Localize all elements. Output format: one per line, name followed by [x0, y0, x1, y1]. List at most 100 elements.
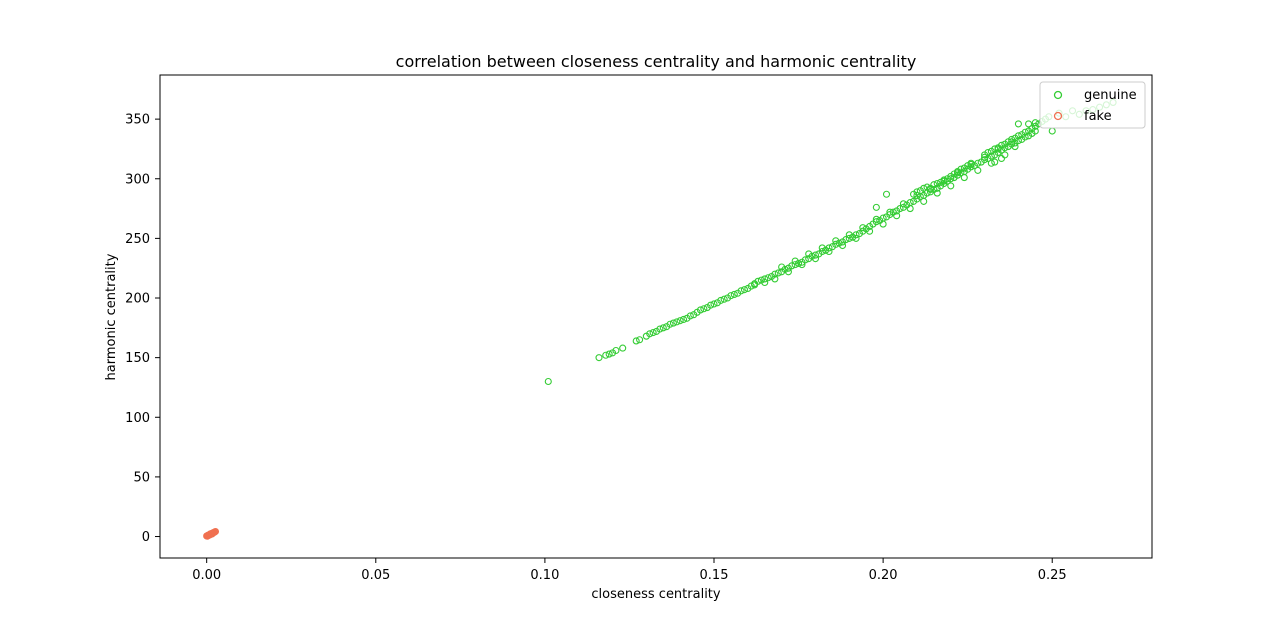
genuine-point-159: [937, 178, 945, 186]
genuine-point-55: [832, 240, 840, 248]
fake-point-19: [208, 530, 216, 538]
genuine-point-208: [720, 295, 728, 303]
genuine-point-158: [933, 179, 941, 188]
genuine-point-61: [852, 231, 860, 239]
genuine-point-142: [899, 200, 907, 208]
legend-marker-genuine: [1053, 90, 1063, 100]
x-tick-label-0: 0.00: [192, 568, 221, 583]
genuine-point-116: [784, 268, 792, 276]
genuine-point-210: [740, 286, 748, 294]
genuine-point-143: [913, 191, 921, 199]
x-axis: 0.00 0.05 0.10 0.15 0.20 0.25: [192, 558, 1067, 583]
genuine-point-176: [997, 141, 1006, 149]
genuine-point-131: [987, 159, 995, 167]
genuine-point-215: [700, 305, 708, 313]
genuine-point-123: [879, 220, 887, 228]
genuine-point-16: [676, 317, 684, 325]
genuine-point-7: [632, 337, 640, 345]
genuine-point-124: [893, 212, 901, 220]
genuine-point-20: [696, 306, 705, 314]
genuine-point-59: [845, 234, 853, 242]
genuine-point-165: [957, 165, 965, 173]
genuine-point-135: [805, 250, 813, 258]
genuine-point-43: [791, 261, 799, 269]
y-tick-label-1: 50: [133, 470, 150, 485]
genuine-point-53: [825, 244, 833, 252]
plot-area: [159, 74, 1153, 559]
legend-label-genuine: genuine: [1084, 88, 1137, 103]
fake-series: [203, 527, 220, 540]
y-axis-label: harmonic centrality: [104, 253, 119, 380]
genuine-point-49: [811, 251, 820, 259]
genuine-series: [544, 98, 1117, 386]
genuine-point-129: [960, 174, 968, 182]
genuine-point-139: [859, 224, 867, 232]
genuine-point-214: [690, 311, 698, 319]
genuine-point-115: [771, 275, 779, 283]
genuine-point-170: [882, 190, 891, 198]
genuine-point-181: [1014, 132, 1022, 140]
x-tick-label-2: 0.10: [530, 568, 559, 583]
genuine-point-140: [872, 215, 880, 223]
genuine-point-10: [646, 330, 654, 338]
genuine-point-14: [666, 320, 674, 328]
genuine-point-203: [1031, 119, 1039, 127]
genuine-point-127: [933, 189, 941, 197]
genuine-point-92: [957, 169, 965, 177]
genuine-point-207: [710, 300, 718, 308]
genuine-point-125: [906, 205, 914, 213]
genuine-point-172: [984, 148, 992, 157]
genuine-point-8: [636, 336, 644, 344]
y-tick-label-3: 150: [125, 351, 150, 366]
genuine-point-15: [673, 318, 681, 326]
genuine-point-18: [686, 312, 694, 320]
legend-label-fake: fake: [1084, 109, 1112, 124]
genuine-point-213: [680, 315, 688, 324]
genuine-point-26: [727, 292, 735, 300]
genuine-point-130: [974, 166, 982, 174]
genuine-point-128: [947, 182, 955, 190]
genuine-point-138: [845, 231, 853, 239]
genuine-point-133: [778, 263, 786, 271]
genuine-point-156: [926, 185, 935, 194]
x-tick-label-1: 0.05: [361, 568, 390, 583]
genuine-point-209: [730, 290, 738, 298]
genuine-point-201: [1014, 120, 1022, 128]
genuine-point-6: [619, 344, 627, 352]
chart-title: correlation between closeness centrality…: [396, 52, 917, 71]
genuine-point-118: [811, 255, 820, 263]
genuine-point-183: [1021, 128, 1029, 136]
genuine-point-89: [947, 175, 955, 183]
genuine-point-169: [872, 203, 880, 211]
genuine-point-179: [1008, 135, 1016, 143]
genuine-point-46: [801, 256, 809, 264]
genuine-point-117: [798, 261, 806, 269]
genuine-point-212: [761, 278, 769, 287]
genuine-point-217: [669, 319, 677, 327]
genuine-point-204: [1011, 143, 1019, 151]
y-tick-label-6: 300: [125, 172, 150, 187]
genuine-point-42: [788, 262, 796, 270]
genuine-point-95: [967, 163, 975, 171]
x-tick-label-5: 0.25: [1038, 568, 1067, 583]
y-tick-label-4: 200: [125, 292, 150, 307]
genuine-point-174: [991, 145, 999, 153]
y-tick-label-5: 250: [125, 232, 150, 247]
genuine-point-2: [602, 351, 610, 359]
genuine-point-28: [737, 287, 745, 295]
genuine-point-12: [656, 325, 664, 333]
genuine-point-216: [659, 324, 667, 332]
y-tick-label-2: 100: [125, 411, 150, 426]
legend-marker-fake: [1053, 111, 1063, 121]
genuine-point-58: [842, 236, 850, 244]
genuine-point-206: [991, 158, 999, 166]
x-tick-label-3: 0.15: [700, 568, 729, 583]
legend: genuine fake: [1039, 81, 1146, 129]
plot-frame: [159, 74, 1153, 559]
genuine-point-5: [612, 346, 620, 355]
genuine-point-37: [771, 270, 779, 278]
genuine-point-35: [764, 274, 772, 282]
genuine-point-38: [774, 269, 782, 277]
genuine-point-168: [967, 159, 975, 167]
y-tick-label-0: 0: [142, 530, 150, 545]
